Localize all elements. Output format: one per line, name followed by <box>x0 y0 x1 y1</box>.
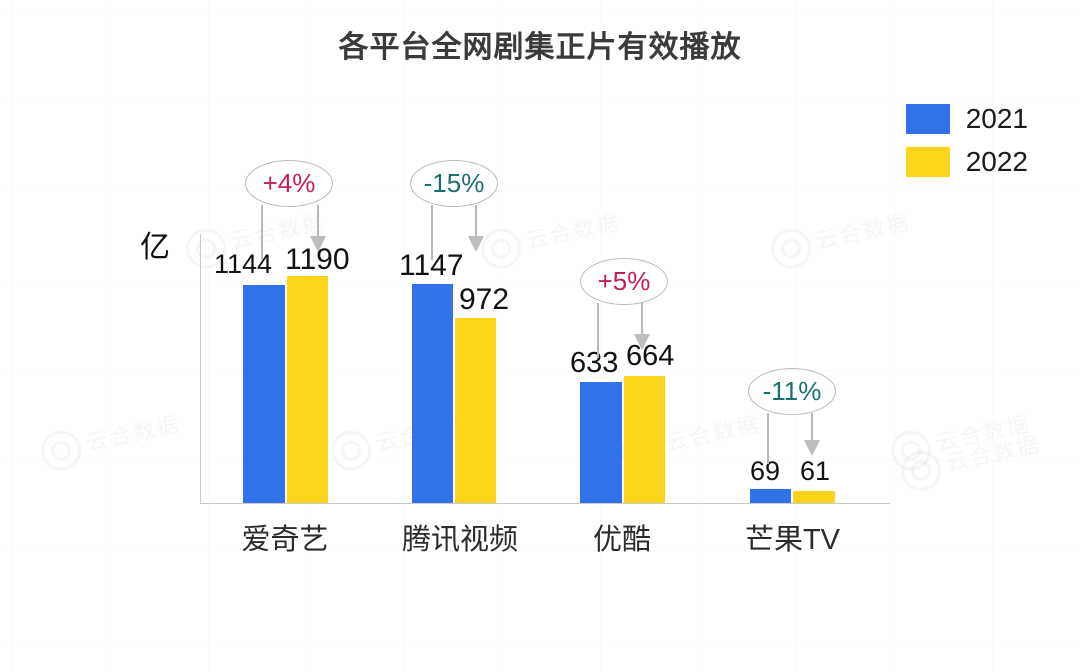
watermark-ring-icon <box>897 447 944 494</box>
bar-tencent-2021[interactable] <box>412 284 453 503</box>
bar-youku-2022[interactable] <box>624 376 665 503</box>
watermark-text: 云合数据 <box>944 431 1043 475</box>
watermark: 云合数据 <box>37 406 184 475</box>
value-label-mango-2021: 69 <box>750 456 781 486</box>
value-label-tencent-2022: 972 <box>459 283 510 316</box>
x-axis-line <box>200 503 890 504</box>
value-label-youku-2021: 633 <box>570 347 619 379</box>
plot-area <box>200 234 890 504</box>
bar-mango-2022[interactable] <box>793 491 835 503</box>
annotation-connectors-tencent <box>431 205 484 260</box>
bar-mango-2021[interactable] <box>750 489 791 503</box>
x-label-aiqiyi: 爱奇艺 <box>241 524 329 556</box>
watermark-text: 云合数据 <box>84 411 183 455</box>
watermark-ring-icon <box>37 427 84 474</box>
bar-tencent-2022[interactable] <box>455 318 496 503</box>
annotation-label-tencent: -15% <box>423 168 485 198</box>
watermark: 云合数据 <box>897 426 1044 495</box>
annotation-connectors-aiqiyi <box>261 205 326 260</box>
y-axis-line <box>200 234 201 504</box>
annotation-label-mango: -11% <box>762 376 822 406</box>
annotation-label-aiqiyi: +4% <box>262 168 316 198</box>
legend-label-2022: 2022 <box>965 146 1028 177</box>
annotation-bubble-youku[interactable]: +5% <box>580 258 668 305</box>
chart-title: 各平台全网剧集正片有效播放 <box>338 31 742 64</box>
annotation-bubble-tencent[interactable]: -15% <box>410 160 498 207</box>
annotation-connectors-mango <box>767 413 820 464</box>
watermark: 云合数据 <box>887 406 1034 475</box>
legend-item-2022[interactable]: 2022 <box>905 146 1028 178</box>
annotation-label-youku: +5% <box>597 266 651 296</box>
x-label-youku: 优酷 <box>592 524 651 556</box>
chart-legend: 2021 2022 <box>905 103 1028 189</box>
legend-swatch-2022 <box>905 147 950 177</box>
value-label-youku-2022: 664 <box>626 340 675 372</box>
watermark-text: 云合数据 <box>934 411 1033 455</box>
legend-swatch-2021 <box>905 104 950 134</box>
watermark-ring-icon <box>887 427 934 474</box>
bar-aiqiyi-2022[interactable] <box>287 276 328 503</box>
annotation-connectors-youku <box>597 303 650 358</box>
legend-label-2021: 2021 <box>965 103 1028 134</box>
legend-item-2021[interactable]: 2021 <box>905 103 1028 135</box>
x-label-mango: 芒果TV <box>744 524 841 556</box>
annotation-bubble-aiqiyi[interactable]: +4% <box>245 160 333 207</box>
value-label-mango-2022: 61 <box>800 456 831 486</box>
x-label-tencent: 腾讯视频 <box>401 524 518 556</box>
bar-aiqiyi-2021[interactable] <box>243 285 285 503</box>
annotation-bubble-mango[interactable]: -11% <box>748 368 836 415</box>
bar-youku-2021[interactable] <box>580 382 622 503</box>
y-axis-unit-label: 亿 <box>140 231 170 264</box>
